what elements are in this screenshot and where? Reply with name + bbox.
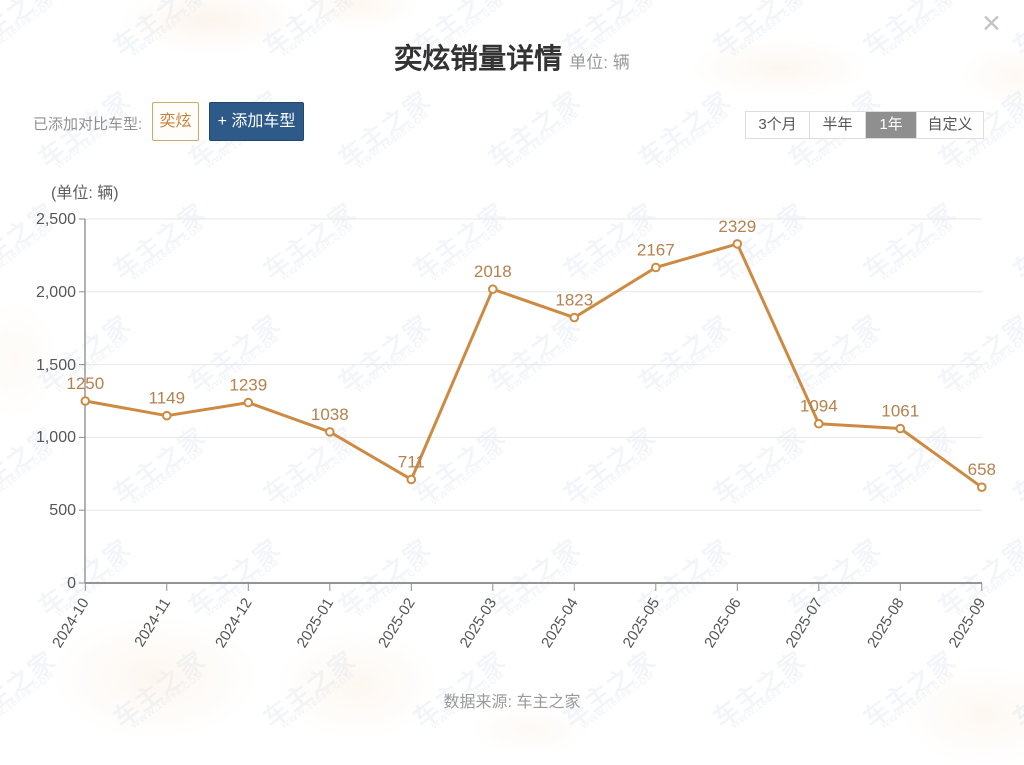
- svg-text:2024-12: 2024-12: [212, 595, 256, 651]
- svg-text:1250: 1250: [66, 374, 104, 393]
- svg-text:500: 500: [49, 502, 76, 519]
- svg-text:1,500: 1,500: [36, 357, 76, 374]
- svg-text:2025-03: 2025-03: [457, 595, 501, 651]
- svg-text:1061: 1061: [881, 402, 919, 421]
- svg-text:1094: 1094: [800, 397, 838, 416]
- svg-text:2025-08: 2025-08: [864, 595, 908, 651]
- svg-text:2329: 2329: [718, 217, 756, 236]
- svg-text:2025-02: 2025-02: [375, 595, 419, 651]
- svg-text:1149: 1149: [149, 389, 186, 408]
- svg-text:2024-11: 2024-11: [131, 595, 174, 650]
- svg-text:1038: 1038: [311, 405, 349, 424]
- svg-text:1823: 1823: [555, 291, 593, 310]
- svg-text:658: 658: [968, 460, 996, 479]
- svg-text:2025-04: 2025-04: [538, 595, 582, 651]
- svg-text:2,000: 2,000: [36, 284, 76, 301]
- svg-text:(单位: 辆): (单位: 辆): [51, 184, 119, 202]
- svg-text:1239: 1239: [229, 376, 267, 395]
- svg-text:2025-07: 2025-07: [783, 595, 827, 651]
- svg-text:2167: 2167: [637, 240, 675, 259]
- svg-text:2025-01: 2025-01: [294, 595, 338, 651]
- svg-text:2018: 2018: [474, 262, 512, 281]
- svg-text:2024-10: 2024-10: [49, 595, 93, 651]
- svg-text:2,500: 2,500: [36, 211, 76, 228]
- svg-text:711: 711: [398, 452, 425, 471]
- svg-text:2025-05: 2025-05: [620, 595, 664, 651]
- svg-text:2025-06: 2025-06: [701, 595, 745, 651]
- svg-text:1,000: 1,000: [36, 429, 76, 446]
- svg-text:2025-09: 2025-09: [946, 595, 990, 651]
- svg-text:0: 0: [67, 575, 76, 592]
